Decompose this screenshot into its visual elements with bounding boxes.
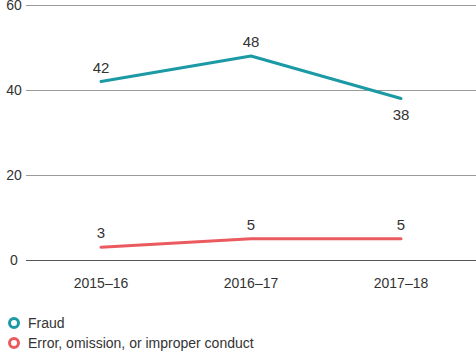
legend-label: Fraud	[28, 315, 65, 331]
data-labels: 42 48 38 3 5 5	[93, 33, 410, 241]
chart-svg: 0 20 40 60 2015–16 2016–17 2017–18 42 48 38 3 5 5 Fra…	[0, 0, 476, 352]
data-label: 38	[393, 106, 410, 123]
y-tick-label: 60	[6, 0, 22, 13]
legend-marker	[10, 319, 19, 328]
data-label: 5	[397, 216, 405, 233]
grid-line	[26, 175, 476, 176]
data-label: 48	[243, 33, 260, 50]
x-tick-label: 2015–16	[74, 275, 129, 291]
data-label: 42	[93, 59, 110, 76]
series-group	[101, 56, 401, 247]
y-tick-label: 0	[10, 252, 18, 268]
legend-label: Error, omission, or improper conduct	[28, 335, 254, 351]
y-tick-label: 20	[6, 167, 22, 183]
legend-marker	[10, 339, 19, 348]
x-tick-label: 2016–17	[224, 275, 279, 291]
data-label: 3	[97, 224, 105, 241]
y-tick-label: 40	[6, 82, 22, 98]
grid-line	[26, 5, 476, 6]
grid-line	[26, 90, 476, 91]
x-tick-label: 2017–18	[374, 275, 429, 291]
chart-container: 0 20 40 60 2015–16 2016–17 2017–18 42 48 38 3 5 5 Fra…	[0, 0, 476, 352]
series-line	[101, 56, 401, 99]
series-line	[101, 239, 401, 248]
data-label: 5	[247, 216, 255, 233]
baseline	[26, 260, 476, 261]
legend: Fraud Error, omission, or improper conduc…	[10, 315, 254, 351]
